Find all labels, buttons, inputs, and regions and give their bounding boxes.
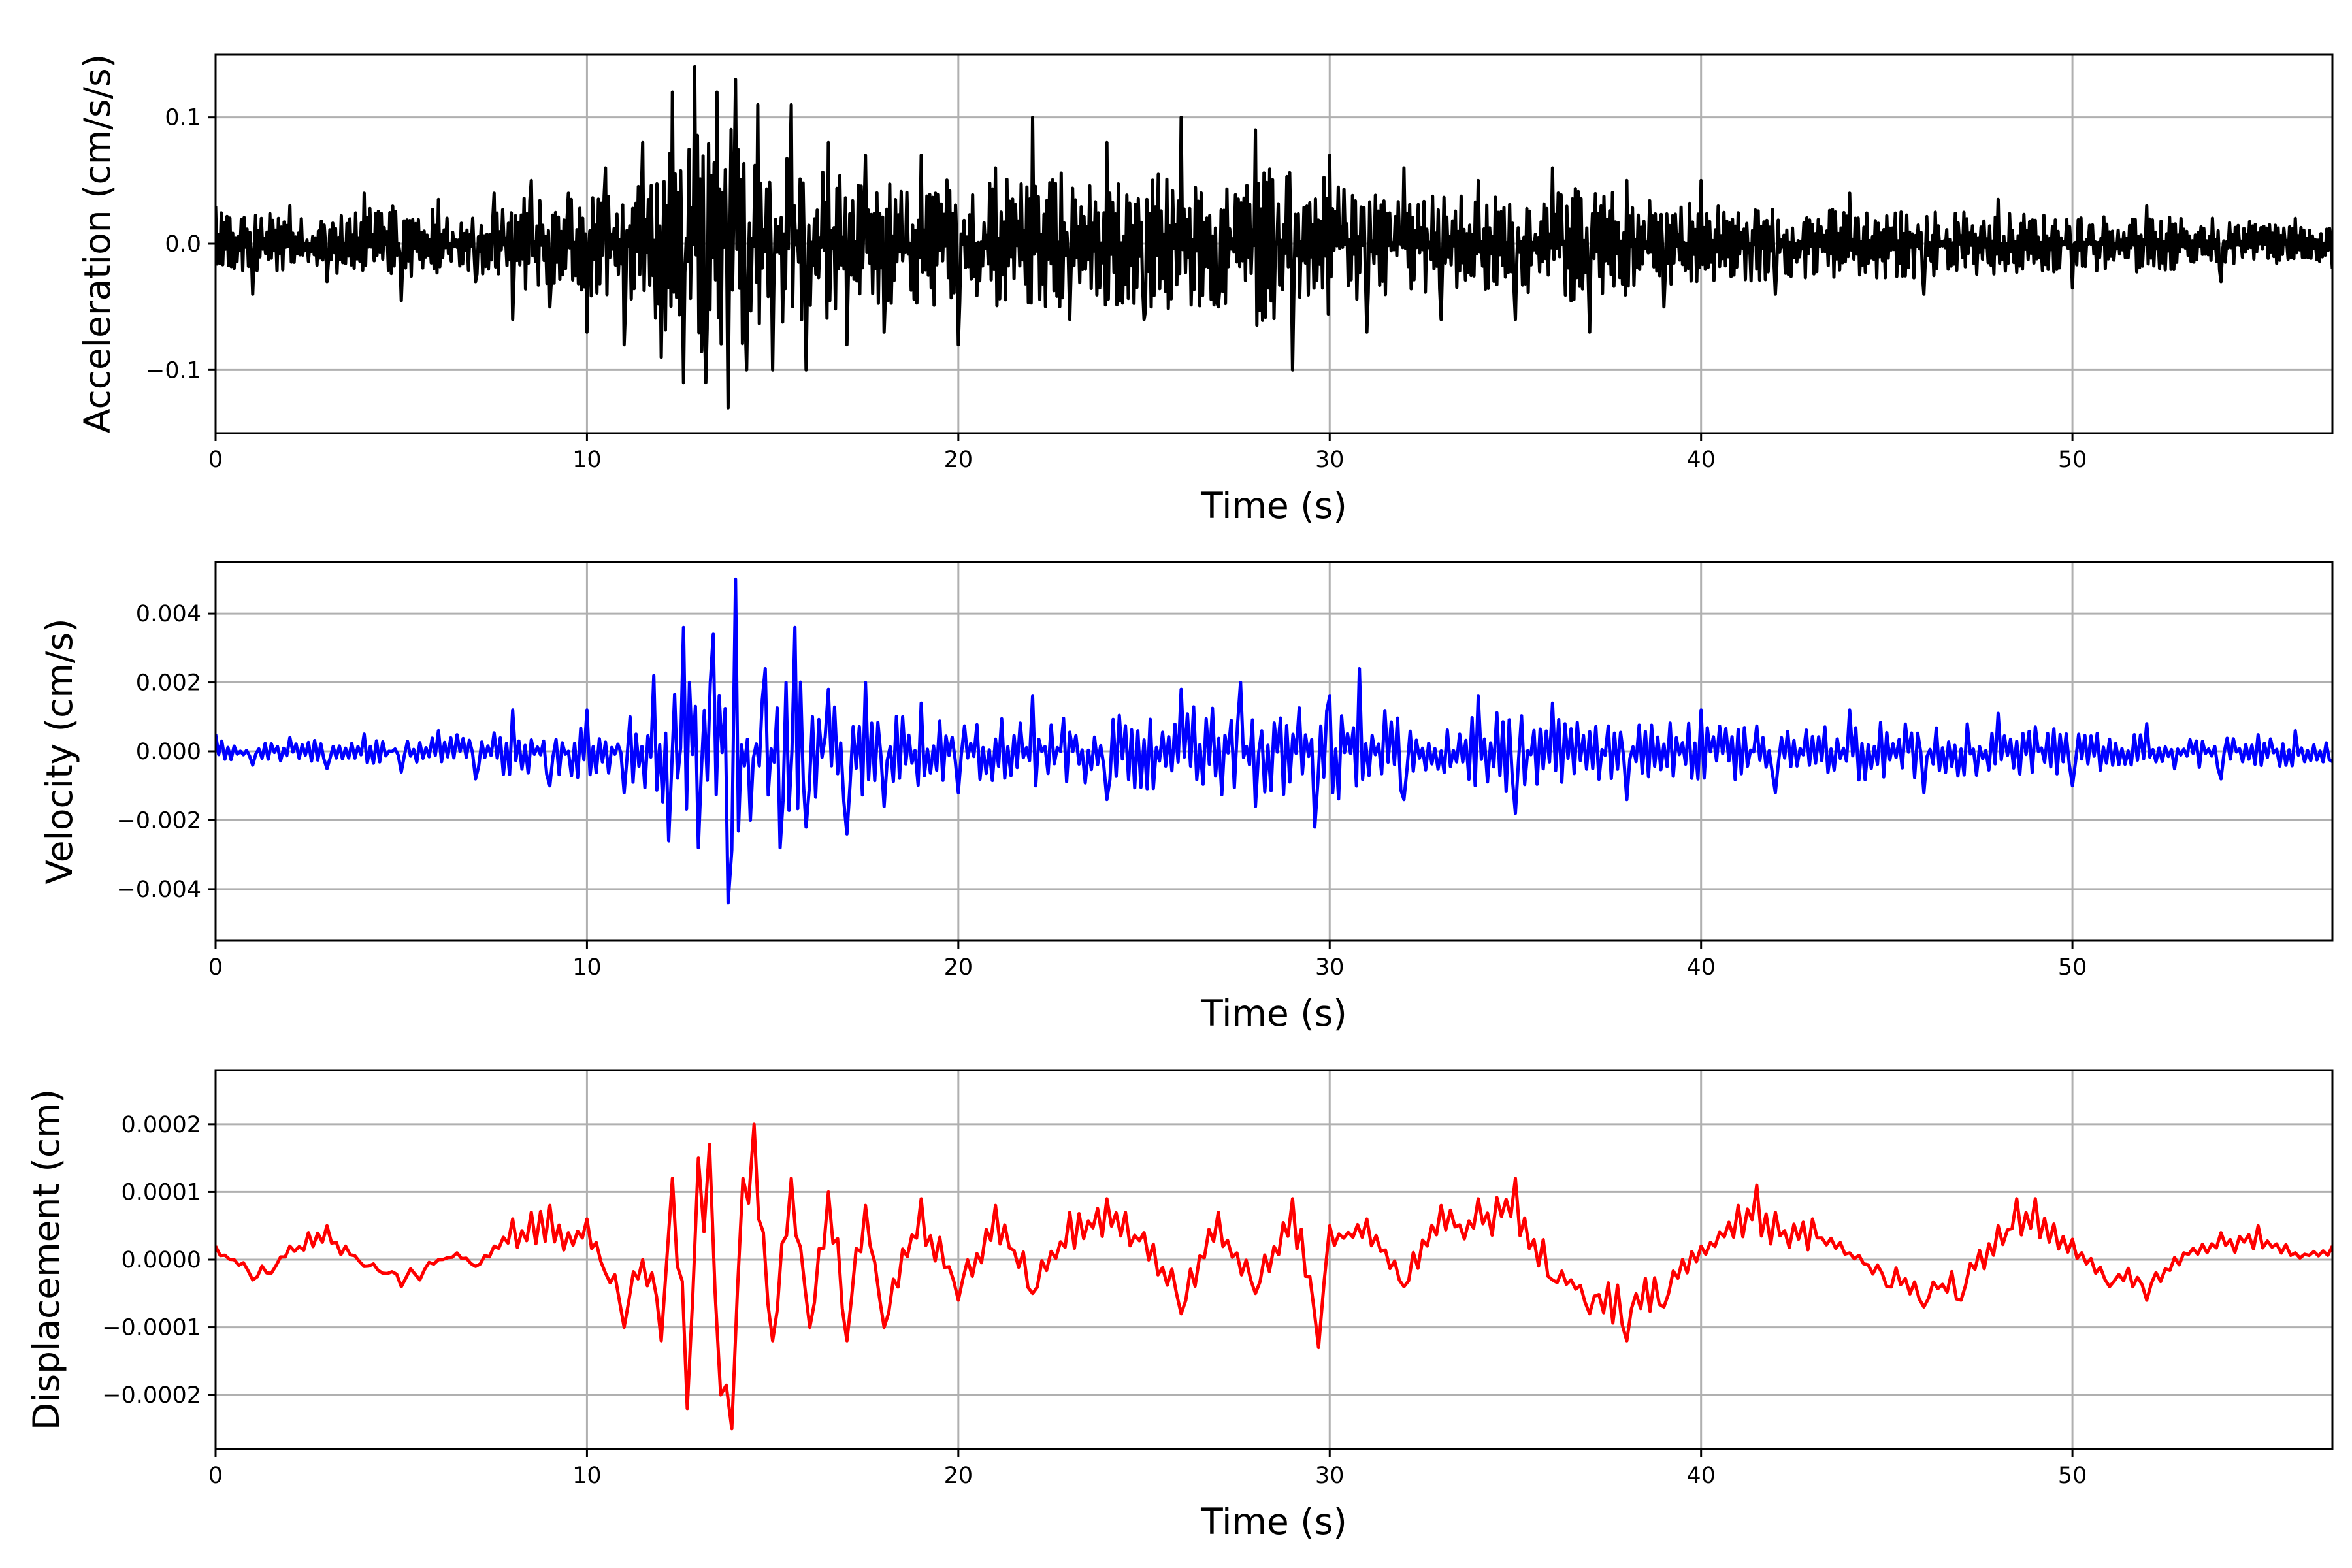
x-tick-label: 30 — [1315, 1463, 1345, 1489]
x-tick-label: 50 — [2058, 447, 2087, 473]
velocity-y-axis-title: Velocity (cm/s) — [39, 618, 80, 884]
y-tick-label: 0.0002 — [122, 1112, 201, 1138]
acceleration-series-line — [216, 65, 2332, 410]
y-tick-label: −0.0002 — [102, 1382, 201, 1409]
displacement-panel: 0 10 20 30 40 50 −0.0002 −0.0001 0.0000 0.0001 0.0… — [25, 1069, 2334, 1543]
x-tick-label: 30 — [1315, 955, 1345, 981]
velocity-panel: 0 10 20 30 40 50 −0.004 −0.002 0.000 0.002 0.004 Ti… — [39, 561, 2334, 1034]
y-tick-label: −0.004 — [116, 877, 201, 903]
x-tick-label: 20 — [944, 955, 973, 981]
y-tick-label: 0.000 — [136, 739, 201, 765]
x-tick-label: 10 — [572, 1463, 602, 1489]
x-tick-label: 40 — [1686, 955, 1716, 981]
x-tick-label: 50 — [2058, 955, 2087, 981]
x-tick-label: 40 — [1686, 447, 1716, 473]
x-tick-label: 0 — [208, 955, 223, 981]
displacement-series-line — [216, 1122, 2332, 1431]
acceleration-panel: 0 10 20 30 40 50 −0.1 0.0 0.1 Time (s) Acceleratio… — [76, 53, 2334, 527]
y-tick-label: −0.0001 — [102, 1315, 201, 1341]
x-tick-label: 0 — [208, 1463, 223, 1489]
x-tick-label: 40 — [1686, 1463, 1716, 1489]
x-tick-label: 10 — [572, 955, 602, 981]
x-tick-label: 0 — [208, 447, 223, 473]
y-tick-label: 0.0001 — [122, 1179, 201, 1205]
acceleration-x-axis-title: Time (s) — [1200, 485, 1347, 527]
y-tick-label: 0.1 — [165, 105, 201, 131]
y-tick-label: 0.002 — [136, 670, 201, 696]
x-tick-label: 50 — [2058, 1463, 2087, 1489]
acceleration-y-axis-title: Acceleration (cm/s/s) — [76, 54, 118, 433]
displacement-x-axis-title: Time (s) — [1200, 1501, 1347, 1543]
y-tick-label: 0.0 — [165, 231, 201, 257]
y-tick-label: 0.004 — [136, 601, 201, 627]
velocity-x-axis-title: Time (s) — [1200, 992, 1347, 1034]
y-tick-label: 0.0000 — [122, 1247, 201, 1273]
displacement-y-axis-title: Displacement (cm) — [25, 1089, 67, 1430]
x-tick-label: 10 — [572, 447, 602, 473]
velocity-series-line — [216, 577, 2332, 905]
x-tick-label: 30 — [1315, 447, 1345, 473]
x-tick-label: 20 — [944, 447, 973, 473]
x-tick-label: 20 — [944, 1463, 973, 1489]
y-tick-label: −0.1 — [146, 357, 201, 384]
y-tick-label: −0.002 — [116, 808, 201, 834]
